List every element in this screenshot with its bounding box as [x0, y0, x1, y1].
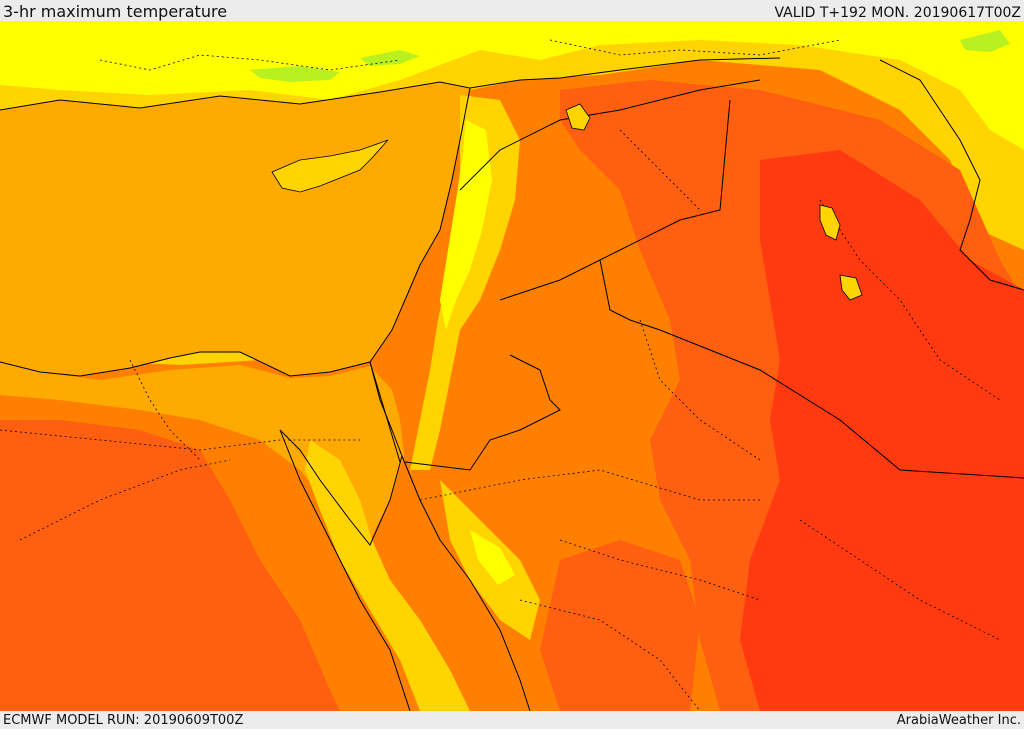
field-north-green-3 — [960, 30, 1010, 52]
country-borders — [369, 79, 1024, 479]
map-header: 3-hr maximum temperature VALID T+192 MON… — [0, 0, 1024, 21]
field-very-hot-west — [0, 420, 340, 711]
field-extreme-east — [740, 150, 1024, 711]
cyprus-island — [271, 139, 389, 193]
map-title: 3-hr maximum temperature — [3, 2, 228, 21]
sinai-gold — [0, 362, 404, 540]
valid-time: VALID T+192 MON. 20190617T00Z — [774, 5, 1021, 21]
arabia-yellow-patch — [470, 530, 515, 585]
provider-credit: ArabiaWeather Inc. — [896, 713, 1021, 728]
field-north-green-2 — [360, 50, 420, 66]
map-canvas — [0, 21, 1024, 711]
levant-coast-yellow — [440, 120, 492, 330]
field-north-yellow — [0, 21, 1024, 150]
red-sea-gold — [305, 440, 470, 711]
map-footer: ECMWF MODEL RUN: 20190609T00Z ArabiaWeat… — [0, 711, 1024, 729]
temperature-map — [0, 21, 1024, 711]
field-very-hot-central — [540, 540, 700, 711]
levant-coast-gold — [410, 95, 520, 470]
field-north-green-1 — [250, 66, 340, 82]
lakes — [565, 103, 863, 301]
province-boundaries — [0, 39, 1001, 711]
model-run-label: ECMWF MODEL RUN: 20190609T00Z — [3, 713, 244, 728]
